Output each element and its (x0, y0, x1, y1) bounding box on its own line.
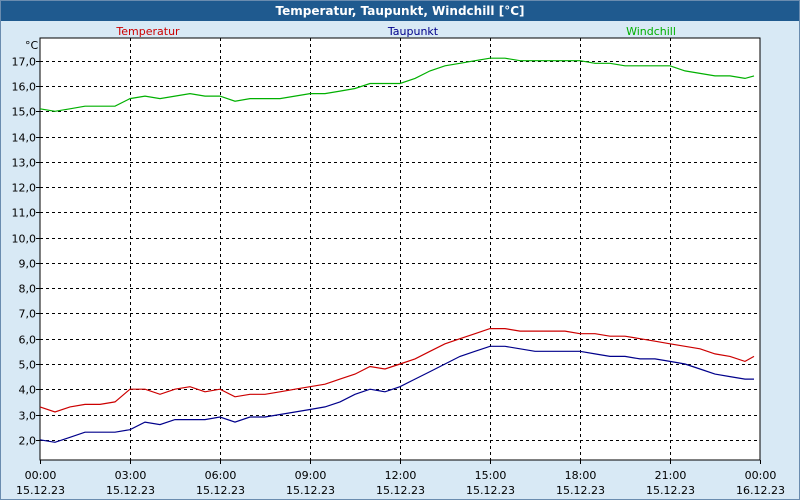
y-axis-unit: °C (25, 39, 39, 52)
x-tick-date: 15.12.23 (556, 484, 605, 497)
x-tick-time: 03:00 (115, 469, 147, 482)
y-tick-label: 11,0 (12, 207, 37, 220)
y-tick-label: 3,0 (19, 410, 37, 423)
y-tick-label: 15,0 (12, 106, 37, 119)
x-tick-date: 15.12.23 (646, 484, 695, 497)
y-tick-label: 17,0 (12, 56, 37, 69)
series-line-windchill (39, 57, 755, 112)
x-tick-time: 15:00 (475, 469, 507, 482)
x-tick-date: 15.12.23 (196, 484, 245, 497)
x-axis-ticks: 00:00 15.12.23 03:00 15.12.23 06:00 15.12.23 0… (16, 460, 785, 497)
y-tick-label: 9,0 (19, 258, 37, 271)
y-axis-ticks: 2,0 3,0 4,0 5,0 6,0 7,0 8,0 9,0 10,0 11,0 12,0 13,0… (12, 56, 40, 448)
x-tick-date: 15.12.23 (16, 484, 65, 497)
x-tick-time: 06:00 (205, 469, 237, 482)
y-tick-label: 6,0 (19, 334, 37, 347)
y-tick-label: 10,0 (12, 233, 37, 246)
legend-entry-windchill: Windchill (626, 25, 676, 38)
x-tick-date: 15.12.23 (376, 484, 425, 497)
legend-entry-taupunkt: Taupunkt (387, 25, 439, 38)
legend: Temperatur Taupunkt Windchill (115, 25, 676, 38)
y-tick-label: 13,0 (12, 157, 37, 170)
x-tick-date: 16.12.23 (736, 484, 785, 497)
y-tick-label: 8,0 (19, 283, 37, 296)
x-tick-date: 15.12.23 (106, 484, 155, 497)
chart-title: Temperatur, Taupunkt, Windchill [°C] (1, 1, 799, 21)
x-tick-time: 12:00 (385, 469, 417, 482)
x-tick-date: 15.12.23 (286, 484, 335, 497)
grid-lines (40, 38, 760, 460)
y-tick-label: 4,0 (19, 384, 37, 397)
legend-entry-temperatur: Temperatur (115, 25, 180, 38)
x-tick-time: 00:00 (745, 469, 777, 482)
x-tick-time: 21:00 (655, 469, 687, 482)
x-tick-time: 09:00 (295, 469, 327, 482)
y-tick-label: 7,0 (19, 308, 37, 321)
y-tick-label: 5,0 (19, 359, 37, 372)
y-tick-label: 2,0 (19, 435, 37, 448)
series-line-temperatur (39, 328, 755, 413)
x-tick-time: 18:00 (565, 469, 597, 482)
y-tick-label: 16,0 (12, 81, 37, 94)
series-line-taupunkt (39, 345, 754, 443)
y-tick-label: 12,0 (12, 182, 37, 195)
x-tick-date: 15.12.23 (466, 484, 515, 497)
series-lines (39, 57, 755, 443)
y-tick-label: 14,0 (12, 132, 37, 145)
x-tick-time: 00:00 (25, 469, 57, 482)
